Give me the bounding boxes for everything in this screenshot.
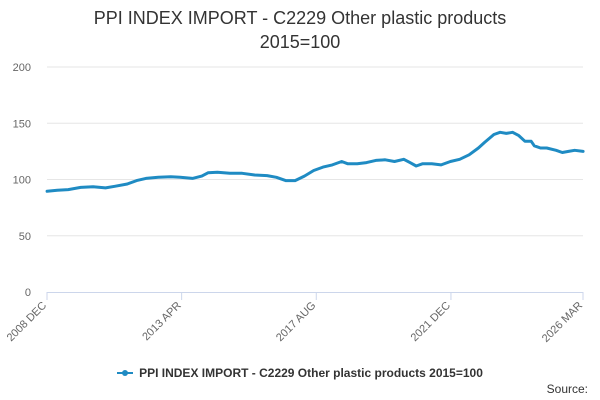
y-axis-labels: 0 50 100 150 200 (13, 62, 31, 299)
x-tick-label: 2017 AUG (274, 300, 318, 344)
series-line[interactable] (45, 130, 585, 193)
chart-title: PPI INDEX IMPORT - C2229 Other plastic p… (0, 6, 600, 54)
x-tick-label: 2008 DEC (5, 300, 49, 344)
legend-item[interactable]: PPI INDEX IMPORT - C2229 Other plastic p… (117, 366, 483, 380)
chart-title-line: PPI INDEX IMPORT - C2229 Other plastic p… (93, 8, 507, 28)
x-axis (46, 292, 584, 300)
y-tick-label: 150 (13, 118, 31, 130)
gridlines (47, 66, 583, 237)
x-tick-label: 2026 MAR (540, 300, 585, 345)
legend-line-marker-icon (117, 368, 134, 378)
x-axis-labels: 2008 DEC 2013 APR 2017 AUG 2021 DEC 2026 MAR (5, 300, 585, 345)
y-tick-label: 200 (13, 62, 31, 74)
x-tick-label: 2013 APR (140, 300, 184, 344)
y-tick-label: 0 (25, 287, 31, 299)
chart-subtitle: 2015=100 (259, 32, 341, 52)
series-group (45, 130, 585, 193)
x-tick-label: 2021 DEC (409, 300, 453, 344)
source-label: Source: (546, 382, 588, 396)
y-tick-label: 100 (13, 175, 31, 187)
legend-label: PPI INDEX IMPORT - C2229 Other plastic p… (139, 366, 483, 380)
legend[interactable]: PPI INDEX IMPORT - C2229 Other plastic p… (0, 366, 600, 381)
y-tick-label: 50 (19, 231, 31, 243)
